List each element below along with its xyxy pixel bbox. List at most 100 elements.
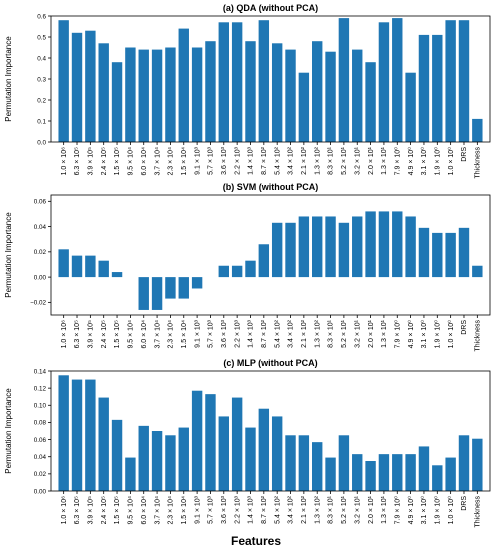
x-tick-label: Thickness	[475, 147, 482, 179]
bar	[71, 32, 83, 142]
x-tick-label: 8.3 × 10¹	[328, 319, 335, 347]
bar	[258, 244, 270, 278]
bar	[418, 446, 430, 491]
x-tick-label: 1.9 × 10⁰	[433, 496, 441, 524]
bar	[432, 465, 443, 491]
bar	[111, 272, 123, 278]
x-tick-label: 1.3 × 10²	[314, 146, 321, 174]
plot-frame	[50, 194, 491, 316]
bar	[445, 20, 456, 143]
bar	[392, 18, 403, 143]
bar	[178, 427, 189, 491]
x-tick-label: 9.1 × 10³	[194, 495, 201, 523]
bar	[458, 227, 470, 278]
x-tick-label: 3.2 × 10¹	[354, 495, 361, 523]
plot-frame	[50, 370, 491, 492]
bar	[205, 394, 216, 491]
x-tick-label: 8.7 × 10²	[261, 319, 268, 347]
bar	[432, 34, 443, 142]
x-tick-label: 3.6 × 10³	[221, 319, 228, 347]
x-tick-label: 6.0 × 10⁴	[141, 320, 148, 349]
x-tick-label: 6.3 × 10⁵	[74, 147, 81, 175]
bar	[58, 375, 69, 491]
x-tick-label: 1.3 × 10²	[314, 319, 321, 347]
bar	[58, 249, 69, 278]
y-axis-label: Permutation Importance	[4, 36, 13, 122]
bar	[405, 454, 416, 491]
y-tick-label: 0.6	[37, 13, 46, 20]
x-tick-label: 2.1 × 10²	[301, 146, 308, 174]
bar	[325, 216, 336, 278]
bar	[365, 211, 376, 278]
x-tick-label: 1.3 × 10¹	[381, 146, 388, 174]
x-tick-label: 1.4 × 10³	[248, 495, 255, 523]
bar	[365, 461, 376, 491]
x-tick-label: 5.4 × 10²	[274, 495, 281, 523]
bar	[98, 43, 109, 142]
x-tick-label: 1.5 × 10⁴	[181, 496, 188, 525]
bar	[405, 216, 416, 278]
x-tick-label: 1.5 × 10⁵	[114, 147, 121, 175]
y-tick-label: 0.4	[37, 55, 46, 62]
y-tick-label: 0.02	[34, 471, 47, 478]
bar	[285, 49, 296, 142]
bar	[125, 47, 136, 142]
bar	[138, 49, 149, 142]
x-tick-label: 4.9 × 10⁰	[407, 320, 415, 348]
bar	[258, 20, 270, 143]
y-tick-label: 0.02	[34, 249, 47, 256]
bar	[352, 49, 363, 142]
x-tick-label: 2.2 × 10³	[234, 495, 241, 523]
bar	[352, 216, 363, 278]
x-tick-label: 3.9 × 10⁵	[88, 320, 95, 348]
bar	[111, 419, 123, 491]
y-tick-label: 0.14	[34, 368, 47, 375]
bar	[472, 265, 483, 278]
y-tick-label: 0.10	[34, 403, 47, 410]
x-tick-label: 1.0 × 10⁶	[61, 496, 68, 524]
figure-x-axis-label: Features	[231, 534, 281, 548]
bar	[218, 265, 229, 278]
x-tick-label: 5.7 × 10³	[208, 319, 215, 347]
bar	[205, 41, 216, 143]
x-tick-label: 5.7 × 10³	[208, 146, 215, 174]
bar	[138, 277, 149, 310]
bar	[338, 222, 350, 278]
bar	[378, 211, 390, 278]
x-tick-label: DRS	[461, 147, 468, 162]
x-tick-label: 2.2 × 10³	[234, 146, 241, 174]
x-tick-label: DRS	[461, 496, 468, 511]
bar	[165, 435, 176, 491]
y-tick-label: 0.5	[37, 34, 46, 41]
x-tick-label: 3.1 × 10⁰	[420, 320, 428, 348]
x-tick-label: 1.3 × 10²	[314, 495, 321, 523]
y-tick-label: −0.02	[30, 300, 46, 307]
y-tick-label: 0.06	[34, 199, 47, 206]
bar	[378, 22, 390, 142]
x-tick-label: 3.2 × 10¹	[354, 146, 361, 174]
bar	[418, 34, 430, 142]
bar	[298, 435, 310, 491]
bar	[85, 379, 96, 491]
x-tick-label: 3.2 × 10¹	[354, 319, 361, 347]
x-tick-label: 3.9 × 10⁵	[88, 147, 95, 175]
bar	[58, 20, 69, 143]
y-tick-label: 0.00	[34, 274, 47, 281]
x-tick-label: 1.5 × 10⁵	[114, 320, 121, 348]
bar	[165, 277, 176, 299]
x-tick-label: 6.0 × 10⁴	[141, 496, 148, 525]
bar	[312, 216, 323, 278]
bar	[98, 397, 109, 491]
panel-svm: (b) SVM (without PCA) Permutation Importa…	[4, 182, 491, 352]
chart-title: (a) QDA (without PCA)	[223, 3, 318, 13]
x-tick-label: 1.0 × 10⁰	[447, 147, 455, 175]
bar	[352, 454, 363, 491]
bar	[405, 72, 416, 142]
bar	[458, 435, 470, 491]
x-tick-label: 1.5 × 10⁴	[181, 320, 188, 349]
x-tick-label: 3.1 × 10⁰	[420, 496, 428, 524]
x-tick-label: Thickness	[475, 320, 482, 352]
bar	[191, 390, 203, 491]
bar	[271, 222, 283, 278]
